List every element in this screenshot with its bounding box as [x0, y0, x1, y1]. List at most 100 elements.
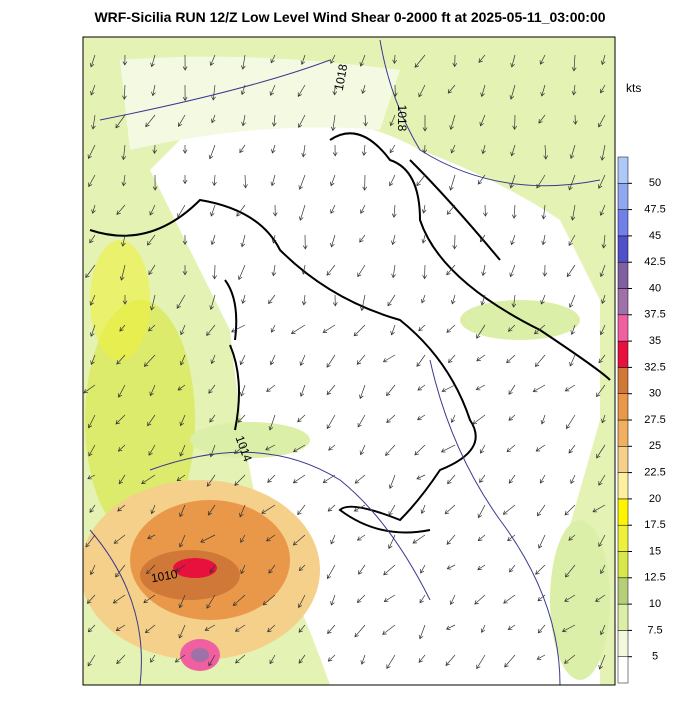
wind-vector — [322, 474, 336, 483]
wind-vector — [414, 444, 426, 456]
colorbar-swatch — [617, 183, 629, 210]
wind-vector — [391, 234, 396, 246]
wind-vector — [89, 504, 96, 513]
wind-vector — [509, 564, 516, 573]
wind-vector — [538, 114, 546, 124]
colorbar-tick-label: 30 — [649, 388, 661, 400]
wind-vector — [117, 444, 126, 452]
wind-vector — [209, 444, 216, 458]
wind-vector — [361, 84, 366, 95]
wind-vector — [326, 264, 336, 276]
wind-vector — [508, 414, 516, 421]
wind-vector — [176, 294, 186, 309]
wind-vector — [598, 534, 606, 548]
colorbar-tick-label: 17.5 — [644, 519, 665, 531]
colorbar-tick-label: 47.5 — [644, 204, 665, 216]
wind-vector — [298, 114, 306, 128]
wind-vector — [506, 354, 516, 364]
wind-vector — [601, 294, 606, 304]
wind-vector — [271, 144, 276, 154]
wind-vector — [563, 654, 576, 664]
wind-vector — [240, 564, 246, 575]
wind-vector — [326, 384, 336, 396]
wind-vector — [412, 534, 426, 544]
wind-vector — [392, 54, 397, 65]
wind-vector — [143, 354, 156, 367]
colorbar-tick-label: 10 — [649, 598, 661, 610]
wind-vector — [91, 114, 96, 130]
wind-vector — [180, 324, 186, 336]
wind-vector — [537, 594, 546, 602]
wind-vector — [389, 174, 396, 187]
wind-vector — [267, 624, 276, 633]
wind-vector — [141, 474, 156, 485]
wind-vector — [570, 474, 576, 485]
wind-vector — [482, 204, 488, 217]
wind-vector — [422, 264, 427, 280]
wind-vector — [301, 144, 307, 158]
colorbar-swatch — [617, 446, 629, 473]
wind-vector — [85, 534, 96, 548]
wind-vector — [452, 234, 458, 250]
wind-vector — [595, 594, 606, 602]
wind-vector — [122, 54, 128, 66]
wind-vector — [598, 474, 606, 486]
wind-vector — [353, 324, 366, 337]
colorbar-swatch — [617, 551, 629, 579]
wind-vector — [568, 444, 576, 454]
wind-vector — [382, 624, 396, 635]
wind-vector — [358, 564, 366, 575]
colorbar-tick-label: 42.5 — [644, 256, 665, 268]
wind-vector — [541, 204, 547, 220]
wind-vector — [237, 414, 246, 423]
wind-vector — [386, 654, 396, 669]
contour-label: 1018 — [332, 63, 350, 92]
wind-vector — [571, 54, 577, 72]
colorbar-swatch — [617, 419, 629, 447]
wind-vector — [537, 624, 546, 634]
wind-vector — [601, 234, 607, 249]
wind-vector — [297, 414, 306, 423]
wind-vector — [535, 444, 546, 452]
wind-vector — [383, 594, 396, 602]
shear-area — [190, 422, 310, 458]
wind-vector — [420, 504, 426, 514]
wind-vector — [118, 474, 126, 485]
colorbar-tick-label: 40 — [649, 282, 661, 294]
wind-vector — [477, 504, 486, 519]
wind-vector — [148, 324, 156, 332]
wind-vector — [150, 654, 156, 663]
wind-vector — [534, 354, 546, 367]
wind-vector — [450, 144, 456, 154]
wind-vector — [540, 294, 546, 305]
wind-vector — [240, 54, 246, 70]
wind-vector — [600, 84, 606, 94]
wind-vector — [596, 444, 606, 459]
wind-vector — [538, 534, 546, 549]
wind-vector — [330, 204, 336, 214]
wind-vector — [509, 84, 516, 100]
wind-vector — [327, 654, 336, 662]
wind-vector — [302, 234, 308, 250]
wind-vector — [145, 114, 156, 128]
colorbar-tick-label: 45 — [649, 230, 661, 242]
wind-vector — [115, 114, 126, 129]
wind-vector — [179, 504, 186, 518]
wind-vector — [359, 444, 366, 456]
wind-vector — [146, 564, 156, 575]
contour-label: 1018 — [395, 105, 409, 132]
wind-vector — [87, 414, 96, 429]
wind-vector — [566, 414, 576, 430]
wind-vector — [178, 624, 186, 639]
wind-vector — [327, 504, 336, 512]
wind-vector — [235, 654, 246, 664]
wind-vector — [301, 294, 307, 306]
colorbar-swatch — [617, 472, 629, 500]
wind-vector — [150, 54, 156, 68]
wind-vector — [389, 114, 396, 127]
wind-vector — [115, 624, 126, 631]
colorbar-swatch — [617, 235, 629, 263]
wind-vector — [414, 54, 426, 68]
shear-area — [85, 300, 195, 540]
wind-vector — [360, 204, 366, 214]
